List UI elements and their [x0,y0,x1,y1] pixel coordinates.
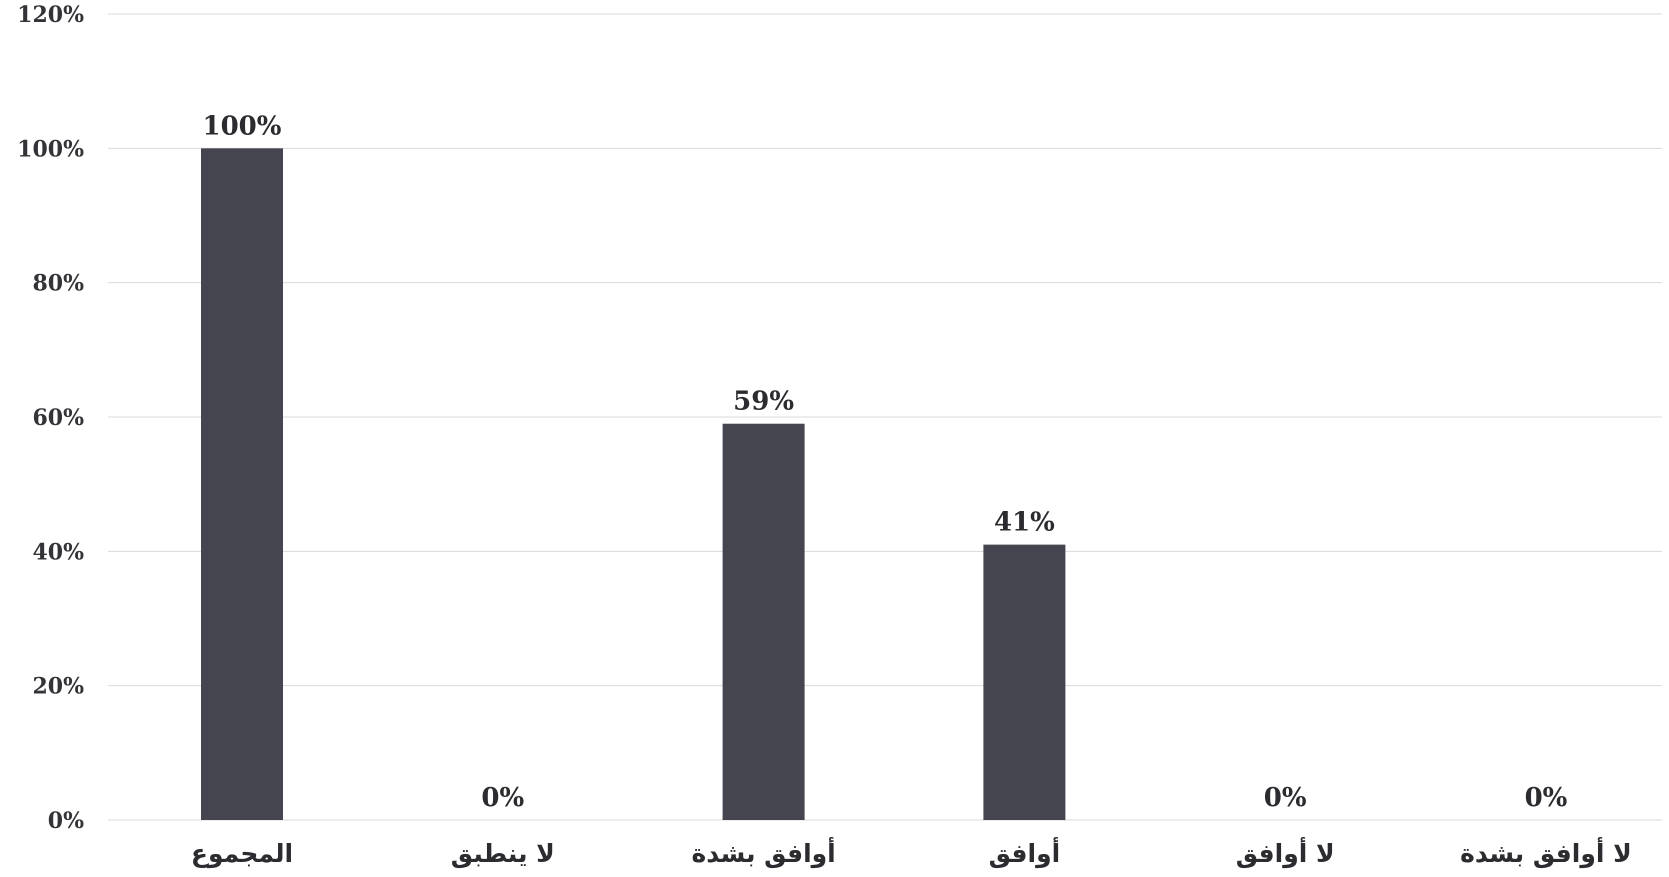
y-tick-label: 100% [17,136,84,162]
bar [722,423,805,820]
grid-lines [108,13,1662,821]
data-labels: 100% 0% 59% 41% 0% 0% [203,111,1568,813]
data-label: 41% [994,508,1055,538]
y-tick-label: 0% [48,808,84,834]
category-label: لا أوافق [1236,837,1335,869]
data-label: 0% [1264,783,1307,813]
data-label: 0% [1525,783,1568,813]
category-label: أوافق [989,837,1061,869]
y-tick-label: 60% [32,405,84,431]
bar [201,148,283,821]
y-tick-label: 40% [32,539,84,565]
category-label: أوافق بشدة [691,837,835,869]
category-label: المجموع [191,839,293,869]
category-labels: المجموع لا ينطبق أوافق بشدة أوافق لا أوافق لا… [191,837,1632,869]
data-label: 0% [481,783,524,813]
bar [983,544,1066,820]
y-tick-label: 120% [17,2,84,28]
y-axis-tick-labels: 0% 20% 40% 60% 80% 100% 120% [17,2,84,834]
y-tick-label: 80% [32,271,84,297]
category-label: لا أوافق بشدة [1460,837,1632,869]
data-label: 59% [733,387,794,417]
data-label: 100% [203,111,282,141]
bars [201,148,1066,821]
category-label: لا ينطبق [451,839,555,869]
y-tick-label: 20% [32,674,84,700]
